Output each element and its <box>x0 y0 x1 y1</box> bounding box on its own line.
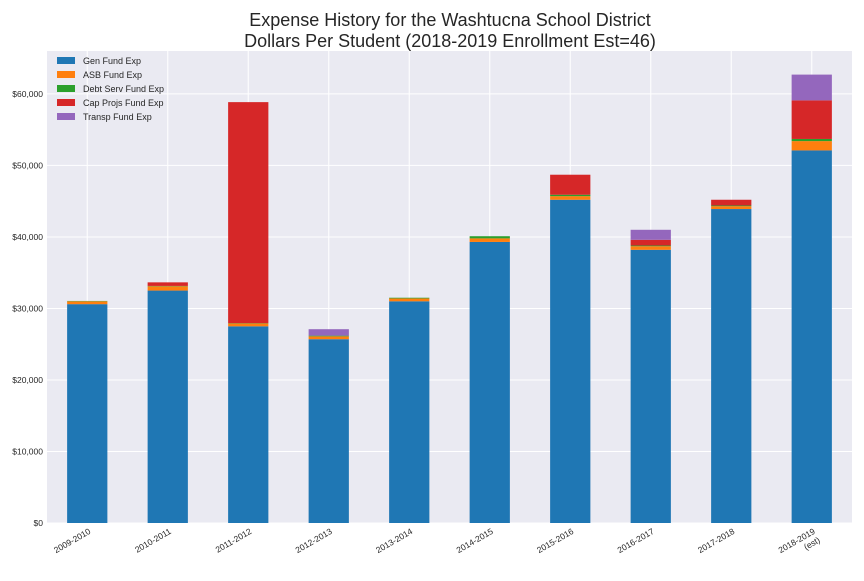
bar-segment <box>631 240 671 246</box>
x-tick-label: 2018-2019(est) <box>777 526 822 564</box>
legend-swatch <box>57 85 75 92</box>
y-tick-label: $10,000 <box>12 446 43 456</box>
bar-segment <box>67 304 107 523</box>
x-tick-label: 2012-2013 <box>294 526 334 555</box>
legend-label: Cap Projs Fund Exp <box>83 98 164 108</box>
bar-segment <box>550 195 590 196</box>
bar-segment <box>309 339 349 523</box>
bar-segment <box>389 298 429 299</box>
bar-segment <box>228 102 268 323</box>
legend-label: ASB Fund Exp <box>83 70 142 80</box>
bar-segment <box>470 238 510 242</box>
bar-segment <box>550 175 590 195</box>
bar-segment <box>631 230 671 240</box>
bar-segment <box>631 246 671 250</box>
bar-segment <box>792 100 832 139</box>
bar-segment <box>711 200 751 206</box>
legend-label: Gen Fund Exp <box>83 56 141 66</box>
y-tick-label: $0 <box>34 518 44 528</box>
bar-segment <box>309 336 349 339</box>
x-tick-label: 2011-2012 <box>214 526 254 555</box>
legend-label: Debt Serv Fund Exp <box>83 84 164 94</box>
x-tick-label: 2015-2016 <box>535 526 575 555</box>
bar-segment <box>148 291 188 523</box>
bar-segment <box>228 326 268 523</box>
bar-segment <box>631 250 671 523</box>
y-tick-label: $60,000 <box>12 89 43 99</box>
y-tick-label: $40,000 <box>12 232 43 242</box>
bar-segment <box>309 336 349 337</box>
y-tick-label: $20,000 <box>12 375 43 385</box>
x-tick-label: 2017-2018 <box>696 526 736 555</box>
x-tick-label: 2016-2017 <box>616 526 656 555</box>
bar-segment <box>711 206 751 209</box>
legend-label: Transp Fund Exp <box>83 112 152 122</box>
bar-segment <box>309 329 349 335</box>
chart-title-line-2: Dollars Per Student (2018-2019 Enrollmen… <box>244 31 656 51</box>
bar-segment <box>228 323 268 326</box>
bar-segment <box>389 301 429 523</box>
y-tick-label: $50,000 <box>12 160 43 170</box>
legend-swatch <box>57 71 75 78</box>
legend-swatch <box>57 99 75 106</box>
legend-swatch <box>57 57 75 64</box>
bar-segment <box>148 282 188 286</box>
bar-segment <box>792 141 832 150</box>
bar-segment <box>470 236 510 238</box>
bar-segment <box>550 200 590 523</box>
bar-segment <box>631 246 671 247</box>
bar-segment <box>792 75 832 101</box>
bar-segment <box>470 242 510 523</box>
y-tick-label: $30,000 <box>12 303 43 313</box>
chart-title-line-1: Expense History for the Washtucna School… <box>249 10 651 30</box>
bar-segment <box>67 301 107 304</box>
x-tick-label: 2014-2015 <box>455 526 495 555</box>
bar-segment <box>389 298 429 301</box>
legend-swatch <box>57 113 75 120</box>
x-tick-label: 2010-2011 <box>133 526 173 555</box>
bar-segment <box>792 150 832 523</box>
x-tick-label: 2013-2014 <box>374 526 414 555</box>
x-tick-label: 2009-2010 <box>52 526 92 555</box>
bar-segment <box>711 209 751 523</box>
bar-segment <box>792 139 832 141</box>
bar-segment <box>148 286 188 290</box>
bar-segment <box>711 205 751 206</box>
bar-segment <box>550 196 590 200</box>
